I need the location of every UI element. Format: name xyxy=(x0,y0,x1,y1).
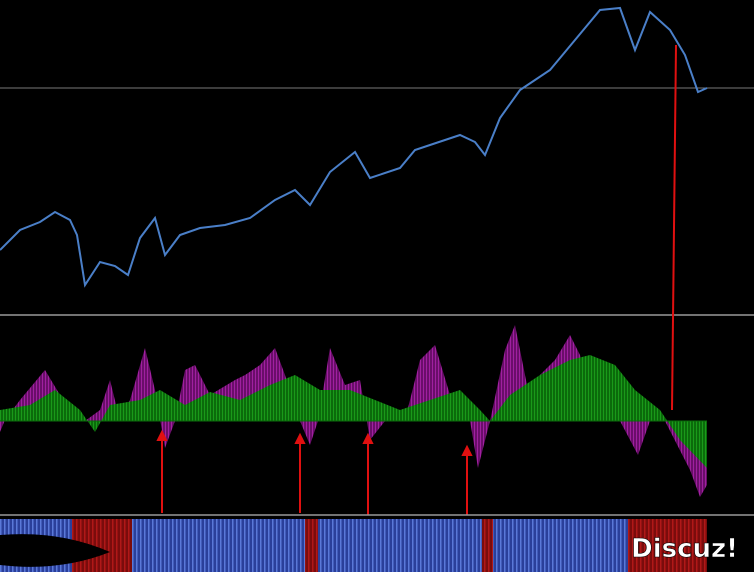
band-shadow xyxy=(0,534,110,567)
band-red xyxy=(482,519,493,572)
signal-arrows xyxy=(156,44,677,515)
trend-band xyxy=(0,519,707,572)
price-line xyxy=(0,6,708,288)
arrow-head xyxy=(294,432,306,444)
arrow-head xyxy=(461,444,473,456)
signal-arrow xyxy=(671,44,677,411)
arrow-head xyxy=(362,432,374,444)
band-red xyxy=(305,519,318,572)
oscillator-green xyxy=(0,355,707,468)
arrow-head xyxy=(156,429,168,441)
watermark: Discuz! xyxy=(631,534,738,564)
band-red xyxy=(628,519,707,572)
